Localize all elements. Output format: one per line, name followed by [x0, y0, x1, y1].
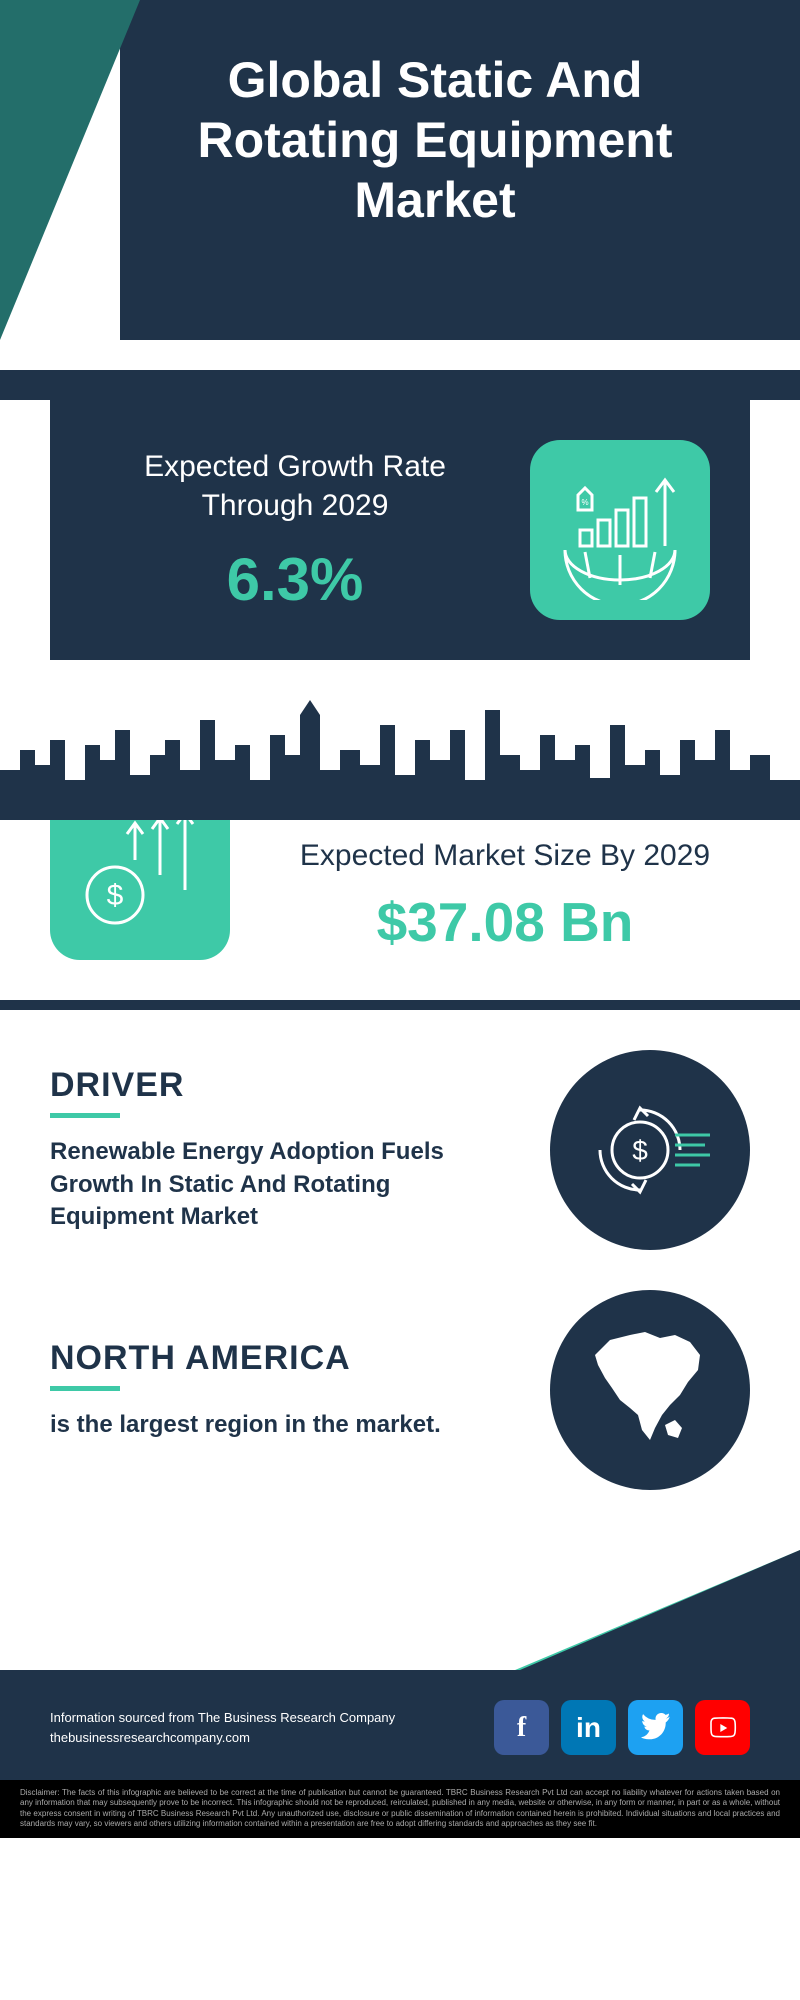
market-size-text: Expected Market Size By 2029 $37.08 Bn: [260, 836, 750, 954]
footer-dark-accent: [520, 1550, 800, 1670]
facebook-icon[interactable]: f: [494, 1700, 549, 1755]
source-line2: thebusinessresearchcompany.com: [50, 1728, 395, 1748]
growth-value: 6.3%: [90, 545, 500, 614]
market-size-panel: $ Expected Market Size By 2029 $37.08 Bn: [50, 820, 750, 1000]
footer-content: Information sourced from The Business Re…: [50, 1700, 750, 1755]
divider: [0, 1000, 800, 1010]
youtube-icon[interactable]: [695, 1700, 750, 1755]
disclaimer-text: Disclaimer: The facts of this infographi…: [0, 1780, 800, 1838]
linkedin-icon[interactable]: in: [561, 1700, 616, 1755]
circular-dollar-flow-icon: $: [550, 1050, 750, 1250]
region-text: NORTH AMERICA is the largest region in t…: [50, 1339, 520, 1441]
footer: Information sourced from The Business Re…: [0, 1550, 800, 1850]
growth-label: Expected Growth Rate Through 2029: [90, 447, 500, 525]
source-line1: Information sourced from The Business Re…: [50, 1708, 395, 1728]
growth-text: Expected Growth Rate Through 2029 6.3%: [90, 447, 500, 614]
city-skyline-decoration: [0, 700, 800, 820]
growth-rate-panel: Expected Growth Rate Through 2029 6.3%: [50, 400, 750, 660]
header: Global Static And Rotating Equipment Mar…: [0, 0, 800, 400]
social-links: f in: [494, 1700, 750, 1755]
twitter-icon[interactable]: [628, 1700, 683, 1755]
globe-growth-bars-icon: %: [530, 440, 710, 620]
market-size-value: $37.08 Bn: [260, 890, 750, 954]
driver-text: DRIVER Renewable Energy Adoption Fuels G…: [50, 1066, 520, 1233]
region-body: is the largest region in the market.: [50, 1409, 520, 1441]
svg-text:$: $: [632, 1135, 648, 1166]
page-title: Global Static And Rotating Equipment Mar…: [120, 50, 750, 230]
driver-section: DRIVER Renewable Energy Adoption Fuels G…: [50, 1050, 750, 1250]
region-title: NORTH AMERICA: [50, 1339, 520, 1378]
infographic: Global Static And Rotating Equipment Mar…: [0, 0, 800, 1850]
svg-text:%: %: [581, 498, 588, 507]
header-strip: [0, 370, 800, 400]
market-size-label: Expected Market Size By 2029: [260, 836, 750, 875]
region-section: NORTH AMERICA is the largest region in t…: [50, 1290, 750, 1490]
driver-title: DRIVER: [50, 1066, 520, 1105]
svg-text:$: $: [107, 879, 124, 912]
footer-source: Information sourced from The Business Re…: [50, 1708, 395, 1747]
underline: [50, 1113, 120, 1118]
north-america-map-icon: [550, 1290, 750, 1490]
driver-body: Renewable Energy Adoption Fuels Growth I…: [50, 1136, 520, 1233]
underline: [50, 1386, 120, 1391]
header-accent-triangle: [0, 0, 140, 340]
